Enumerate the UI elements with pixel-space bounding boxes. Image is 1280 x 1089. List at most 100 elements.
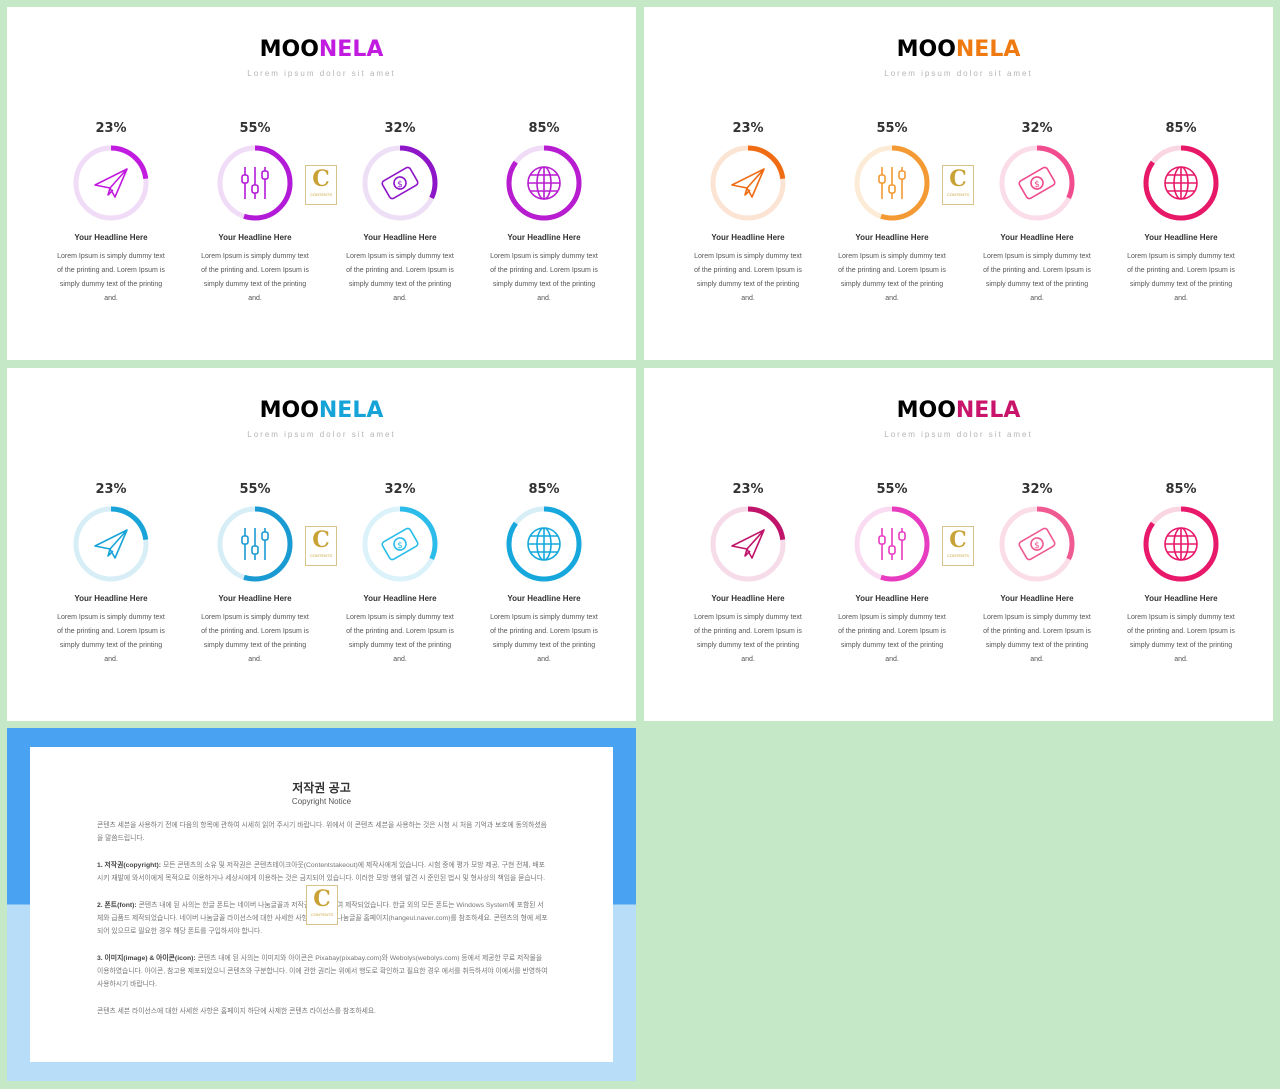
stat-item: 32% $ Your Headline Here Lorem Ipsum is …: [338, 480, 462, 667]
stat-description: Lorem Ipsum is simply dummy text of the p…: [57, 614, 165, 663]
stat-description: Lorem Ipsum is simply dummy text of the p…: [201, 614, 309, 663]
paper-plane-icon: [94, 529, 128, 559]
stat-item: 55% Your Headline Here Lorem Ipsum is si…: [830, 480, 954, 667]
stat-headline: Your Headline Here: [507, 594, 581, 603]
stat-headline: Your Headline Here: [363, 594, 437, 603]
slide-title: MOONELA: [896, 398, 1021, 423]
stat-headline: Your Headline Here: [711, 594, 785, 603]
stat-description: Lorem Ipsum is simply dummy text of the p…: [201, 253, 309, 302]
stat-percent: 23%: [95, 121, 127, 136]
stat-headline: Your Headline Here: [1000, 594, 1074, 603]
notice-paragraph: 콘텐츠 세븐을 사용하기 전에 다음의 항목에 관하여 시세히 읽어 주시기 바…: [97, 822, 547, 842]
slide-1: MOONELA Lorem ipsum dolor sit amet 23% Y…: [7, 7, 636, 360]
ring-progress: [217, 145, 293, 221]
stat-description: Lorem Ipsum is simply dummy text of the p…: [1127, 614, 1235, 663]
money-icon: $: [381, 527, 419, 561]
stat-percent: 85%: [528, 482, 560, 497]
stat-item: 23% Your Headline Here Lorem Ipsum is si…: [49, 119, 173, 306]
ring-progress: [854, 145, 930, 221]
stat-item: 55% Your Headline Here Lorem Ipsum is si…: [830, 119, 954, 306]
stat-headline: Your Headline Here: [1000, 233, 1074, 242]
globe-icon: [1164, 527, 1198, 561]
stat-headline: Your Headline Here: [507, 233, 581, 242]
stat-item: 23% Your Headline Here Lorem Ipsum is si…: [686, 119, 810, 306]
progress-ring-1: [217, 506, 293, 582]
notice-paragraph: 3. 이미지(image) & 아이콘(icon): 콘텐츠 내에 된 사의는 …: [97, 955, 548, 988]
globe-icon: [527, 166, 561, 200]
svg-text:$: $: [397, 180, 403, 190]
stat-description: Lorem Ipsum is simply dummy text of the p…: [694, 253, 802, 302]
stat-percent: 23%: [732, 121, 764, 136]
stat-description: Lorem Ipsum is simply dummy text of the p…: [983, 253, 1091, 302]
svg-text:$: $: [397, 541, 403, 551]
slide-title: MOONELA: [896, 37, 1021, 62]
ring-progress: [710, 145, 786, 221]
progress-ring-1: [854, 145, 930, 221]
stat-headline: Your Headline Here: [1144, 233, 1218, 242]
progress-ring-2: $: [362, 506, 438, 582]
stat-description: Lorem Ipsum is simply dummy text of the p…: [694, 614, 802, 663]
notice-title: 저작권 공고: [292, 781, 351, 795]
stat-percent: 32%: [384, 121, 416, 136]
ring-progress: [710, 506, 786, 582]
contents-logo: C CONTENTS: [942, 165, 974, 205]
stat-item: 85% Your Headline Here Lorem Ipsum is si…: [1119, 480, 1243, 667]
stat-headline: Your Headline Here: [74, 233, 148, 242]
slide-3: MOONELA Lorem ipsum dolor sit amet 23% Y…: [7, 368, 636, 721]
ring-progress: [999, 145, 1075, 221]
stat-description: Lorem Ipsum is simply dummy text of the p…: [346, 253, 454, 302]
notice-paragraph: 1. 저작권(copyright): 모든 콘텐츠의 소유 및 저작권은 콘텐츠…: [97, 862, 545, 882]
notice-subtitle: Copyright Notice: [291, 797, 352, 806]
stat-item: 32% $ Your Headline Here Lorem Ipsum is …: [975, 119, 1099, 306]
progress-ring-3: [506, 145, 582, 221]
globe-icon: [1164, 166, 1198, 200]
stat-percent: 55%: [876, 121, 908, 136]
progress-ring-0: [710, 506, 786, 582]
sliders-icon: [241, 528, 269, 560]
stat-item: 55% Your Headline Here Lorem Ipsum is si…: [193, 480, 317, 667]
progress-ring-1: [854, 506, 930, 582]
contents-logo: C CONTENTS: [306, 885, 338, 925]
contents-logo: C CONTENTS: [942, 526, 974, 566]
stat-item: 55% Your Headline Here Lorem Ipsum is si…: [193, 119, 317, 306]
ring-progress: [506, 145, 582, 221]
globe-icon: [527, 527, 561, 561]
stat-description: Lorem Ipsum is simply dummy text of the p…: [490, 614, 598, 663]
stat-item: 85% Your Headline Here Lorem Ipsum is si…: [482, 119, 606, 306]
stat-headline: Your Headline Here: [711, 233, 785, 242]
contents-logo: C CONTENTS: [305, 165, 337, 205]
stat-description: Lorem Ipsum is simply dummy text of the p…: [1127, 253, 1235, 302]
sliders-icon: [878, 528, 906, 560]
stat-percent: 23%: [95, 482, 127, 497]
progress-ring-0: [73, 506, 149, 582]
stat-percent: 85%: [1165, 121, 1197, 136]
stat-item: 85% Your Headline Here Lorem Ipsum is si…: [1119, 119, 1243, 306]
progress-ring-0: [73, 145, 149, 221]
stat-headline: Your Headline Here: [218, 233, 292, 242]
stat-description: Lorem Ipsum is simply dummy text of the p…: [983, 614, 1091, 663]
progress-ring-0: [710, 145, 786, 221]
stat-description: Lorem Ipsum is simply dummy text of the p…: [490, 253, 598, 302]
slide-2: MOONELA Lorem ipsum dolor sit amet 23% Y…: [644, 7, 1273, 360]
stat-percent: 23%: [732, 482, 764, 497]
stat-headline: Your Headline Here: [74, 594, 148, 603]
slide-4: MOONELA Lorem ipsum dolor sit amet 23% Y…: [644, 368, 1273, 721]
stat-headline: Your Headline Here: [1144, 594, 1218, 603]
paper-plane-icon: [731, 529, 765, 559]
stat-description: Lorem Ipsum is simply dummy text of the p…: [838, 614, 946, 663]
stat-percent: 55%: [876, 482, 908, 497]
ring-progress: [217, 506, 293, 582]
slide-title: MOONELA: [259, 398, 384, 423]
stat-item: 32% $ Your Headline Here Lorem Ipsum is …: [975, 480, 1099, 667]
ring-progress: [1143, 145, 1219, 221]
money-icon: $: [1018, 527, 1056, 561]
stat-percent: 85%: [1165, 482, 1197, 497]
ring-progress: [362, 506, 438, 582]
stat-percent: 32%: [1021, 121, 1053, 136]
slide-subtitle: Lorem ipsum dolor sit amet: [247, 430, 396, 439]
paper-plane-icon: [94, 168, 128, 198]
progress-ring-3: [1143, 145, 1219, 221]
slide-subtitle: Lorem ipsum dolor sit amet: [247, 69, 396, 78]
progress-ring-2: $: [999, 145, 1075, 221]
contents-logo: C CONTENTS: [305, 526, 337, 566]
